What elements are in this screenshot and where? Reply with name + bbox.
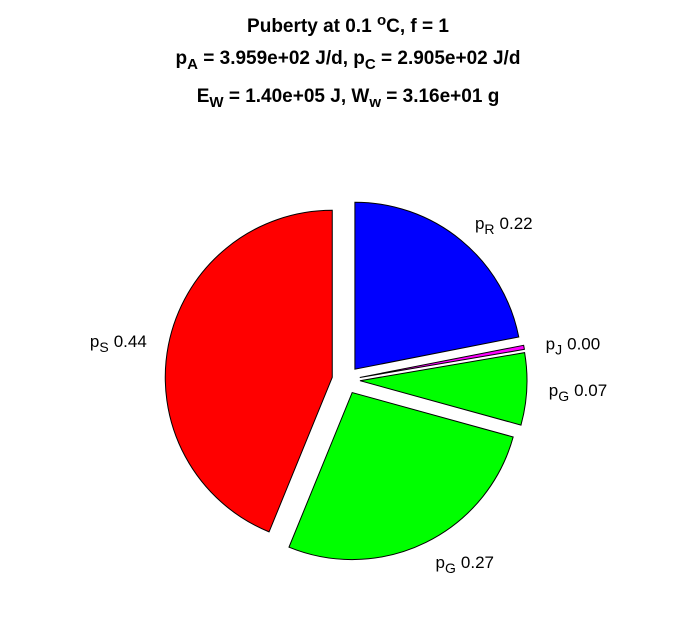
title-part: Puberty at 0.1 (247, 16, 377, 37)
title-part: C, f = 1 (386, 16, 449, 37)
title-part: p (176, 48, 188, 69)
pie-slice (359, 352, 528, 426)
title-part: W (209, 94, 224, 111)
value-label: 0.44 (114, 332, 147, 351)
label-base: p (549, 381, 558, 400)
label-sub: J (555, 341, 562, 357)
title-part: A (187, 56, 198, 73)
chart-title: Puberty at 0.1 oC, f = 1 (247, 12, 449, 37)
label-sub: S (99, 339, 108, 355)
value-label: 0.27 (461, 553, 494, 572)
slice-label: pG 0.27 (436, 553, 494, 576)
label-base: p (546, 334, 555, 353)
title-part: = 2.905e+02 J/d (376, 48, 521, 69)
chart-title: pA = 3.959e+02 J/d, pC = 2.905e+02 J/d (176, 48, 521, 73)
title-part: o (377, 12, 386, 29)
value-label: 0.22 (500, 214, 533, 233)
pie-slice (164, 209, 333, 533)
slice-label: pJ 0.00 (546, 334, 601, 357)
pie-slice (288, 391, 514, 561)
label-sub: G (445, 560, 456, 576)
title-part: = 3.959e+02 J/d, p (198, 48, 365, 69)
title-part: w (368, 94, 381, 111)
label-base: p (90, 332, 99, 351)
title-part: C (365, 56, 376, 73)
title-part: = 1.40e+05 J, W (224, 86, 370, 107)
label-base: p (436, 553, 445, 572)
chart-title: EW = 1.40e+05 J, Ww = 3.16e+01 g (197, 86, 500, 111)
pie-slice (354, 201, 520, 370)
label-sub: G (558, 388, 569, 404)
value-label: 0.07 (574, 381, 607, 400)
slice-label: pS 0.44 (90, 332, 147, 355)
value-label: 0.00 (567, 334, 600, 353)
pie-slice (359, 344, 525, 378)
title-part: = 3.16e+01 g (381, 86, 499, 107)
slice-label: pG 0.07 (549, 381, 607, 404)
slice-label: pR 0.22 (475, 214, 533, 237)
title-part: E (197, 86, 210, 107)
label-base: p (475, 214, 484, 233)
label-sub: R (484, 221, 494, 237)
